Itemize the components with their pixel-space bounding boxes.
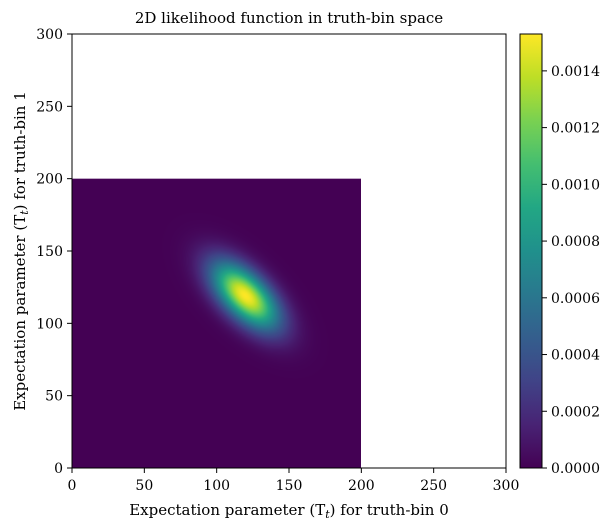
x-tick-label: 250	[420, 478, 447, 494]
y-axis-ticks: 0 50 100 150 200 250 300	[36, 27, 72, 477]
colorbar-tick-label: 0.0008	[551, 234, 600, 250]
y-tick-label: 100	[36, 316, 63, 332]
colorbar-ticks: 0.0000 0.0002 0.0004 0.0006 0.0008 0.0010 0.00…	[542, 64, 600, 477]
colorbar-tick-label: 0.0000	[551, 461, 600, 477]
colorbar-tick-label: 0.0012	[551, 121, 600, 137]
y-tick-label: 50	[45, 389, 63, 405]
y-tick-label: 300	[36, 27, 63, 43]
x-tick-label: 300	[493, 478, 520, 494]
x-tick-label: 200	[348, 478, 375, 494]
y-tick-label: 150	[36, 244, 63, 260]
y-axis-label: Expectation parameter (Tt) for truth-bin…	[11, 91, 31, 411]
x-tick-label: 150	[276, 478, 303, 494]
x-axis-label: Expectation parameter (Tt) for truth-bin…	[129, 501, 449, 521]
y-tick-label: 0	[54, 461, 63, 477]
x-tick-label: 50	[135, 478, 153, 494]
colorbar-tick-label: 0.0014	[551, 64, 600, 80]
colorbar-tick-label: 0.0004	[551, 348, 600, 364]
y-tick-label: 200	[36, 172, 63, 188]
x-tick-label: 100	[203, 478, 230, 494]
heatmap	[72, 178, 361, 468]
x-axis-ticks: 0 50 100 150 200 250 300	[68, 468, 520, 494]
colorbar-tick-label: 0.0002	[551, 404, 600, 420]
heatmap-image	[72, 178, 361, 468]
x-tick-label: 0	[68, 478, 77, 494]
chart-title: 2D likelihood function in truth-bin spac…	[135, 9, 443, 27]
colorbar-tick-label: 0.0010	[551, 177, 600, 193]
y-tick-label: 250	[36, 99, 63, 115]
colorbar	[519, 33, 543, 469]
colorbar-tick-label: 0.0006	[551, 291, 600, 307]
